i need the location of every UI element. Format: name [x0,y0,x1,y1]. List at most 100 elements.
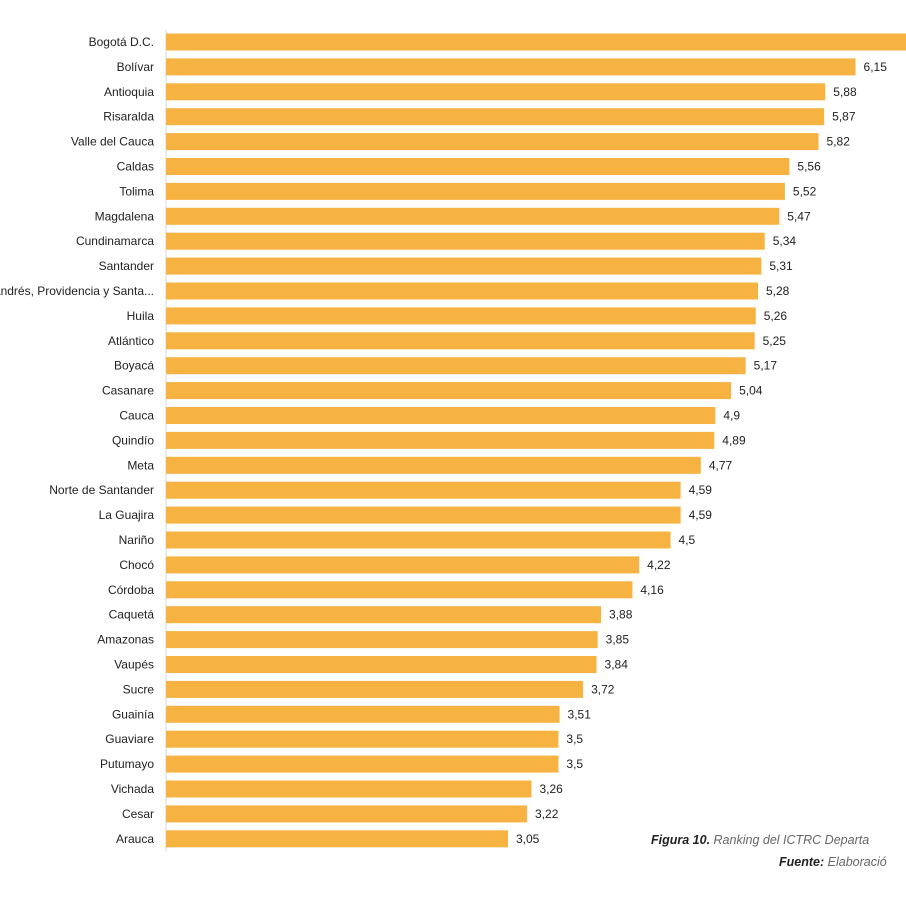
value-label: 5,52 [793,184,817,198]
value-label: 3,72 [591,682,615,696]
value-label: 3,22 [535,807,559,821]
category-label: Valle del Cauca [71,135,154,149]
value-label: 5,04 [739,384,763,398]
bar-row: Valle del Cauca 5,82 [71,133,850,151]
bar [166,680,584,698]
category-label: Chocó [119,558,154,572]
category-label: Atlántico [108,334,154,348]
bar-row: Nariño 4,5 [119,531,696,549]
category-label: Caldas [117,160,154,174]
category-label: Tolima [119,184,154,198]
bar [166,780,532,798]
value-label: 3,5 [566,732,583,746]
bar [166,332,755,350]
value-label: 4,59 [689,508,713,522]
category-label: Quindío [112,433,154,447]
value-label: 3,05 [516,832,540,846]
source-caption-text: Elaboració [827,855,887,869]
bar-row: Córdoba 4,16 [108,581,664,599]
category-label: Cauca [119,409,154,423]
bar [166,58,856,76]
bar-row: Bogotá D.C. [89,33,906,51]
bar [166,656,597,673]
bar-row: Vaupés 3,84 [114,656,628,673]
bar-row: Vichada 3,26 [111,780,564,798]
category-label: Magdalena [95,209,155,223]
category-label: Córdoba [108,583,154,597]
category-label: Bogotá D.C. [89,35,154,49]
bar-row: Cesar 3,22 [122,805,559,823]
bar [166,556,640,574]
source-caption-label: Fuente: [779,855,825,869]
bar-row: Bolívar 6,15 [117,58,888,76]
bar [166,805,528,823]
bar [166,357,746,375]
bar-row: La Guajira 4,59 [99,506,713,524]
bar [166,755,559,773]
value-label: 5,25 [763,334,787,348]
bar [166,133,819,151]
category-label: Arauca [116,832,154,846]
category-label: Caquetá [109,608,155,622]
bar [166,232,765,250]
source-caption: Fuente: Elaboració [779,855,887,869]
bar-row: Tolima 5,52 [119,182,817,200]
bar-row: Guainía 3,51 [112,705,592,723]
bar [166,382,732,400]
category-label: La Guajira [99,508,155,522]
category-label: Santander [99,259,154,273]
value-label: 3,85 [606,633,630,647]
category-label: Sucre [123,682,155,696]
bar-row: Boyacá 5,17 [114,357,777,375]
bar [166,282,758,300]
category-label: Vichada [111,782,154,796]
value-label: 4,22 [647,558,671,572]
bar-row: Huila 5,26 [127,307,788,325]
value-label: 5,34 [773,234,797,248]
value-label: 4,77 [709,458,733,472]
value-label: 3,88 [609,608,633,622]
value-label: 4,89 [722,433,746,447]
bar-row: Putumayo 3,5 [100,755,583,773]
figure-caption: Figura 10. Ranking del ICTRC Departa [651,833,869,847]
value-label: 3,26 [540,782,564,796]
category-label: Bolívar [117,60,154,74]
bar-row: Cauca 4,9 [119,407,740,424]
bar-row: Casanare 5,04 [102,382,763,400]
value-label: 4,59 [689,483,713,497]
category-label: Risaralda [103,110,154,124]
bar [166,606,602,624]
bar-row: Santander 5,31 [99,257,793,275]
value-label: 3,5 [566,757,583,771]
value-label: 3,51 [568,707,592,721]
bar-row: San Andrés, Providencia y Santa... 5,28 [0,282,790,300]
bar-row: Caldas 5,56 [117,158,821,175]
bar-row: Norte de Santander 4,59 [49,481,713,499]
bar [166,705,560,723]
value-label: 3,84 [605,658,629,672]
value-label: 5,47 [787,209,811,223]
category-label: Putumayo [100,757,154,771]
value-label: 4,5 [679,533,696,547]
value-label: 5,26 [764,309,788,323]
bar [166,257,762,275]
value-label: 5,28 [766,284,790,298]
bar [166,33,906,51]
category-label: Guainía [112,707,154,721]
bar-row: Quindío 4,89 [112,431,746,449]
bar-row: Meta 4,77 [127,456,733,474]
bar [166,431,715,449]
category-label: Amazonas [97,633,154,647]
category-label: Nariño [119,533,155,547]
bar-row: Antioquia 5,88 [104,83,857,101]
bar [166,83,826,101]
value-label: 6,15 [864,60,888,74]
bar-row: Arauca 3,05 [116,830,540,848]
bar [166,207,780,225]
category-label: Meta [127,458,154,472]
bar [166,581,633,599]
bar [166,307,756,325]
category-label: Casanare [102,384,154,398]
